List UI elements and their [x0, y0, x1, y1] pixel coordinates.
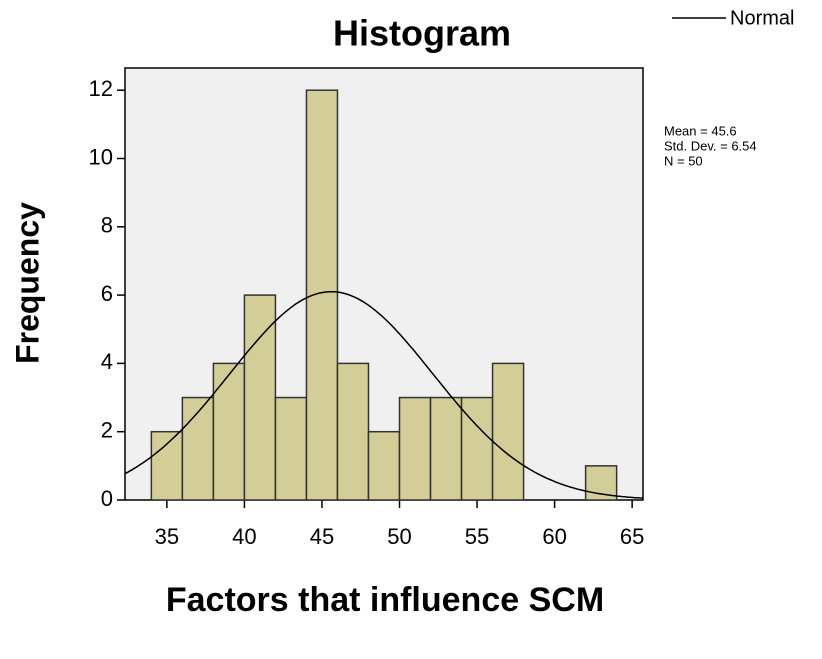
stat-label: Mean = 45.6 — [664, 123, 737, 138]
bar — [336, 362, 370, 501]
x-tick-label: 45 — [310, 524, 334, 549]
bar — [274, 396, 308, 501]
x-tick-label: 60 — [542, 524, 566, 549]
stat-label: N = 50 — [664, 153, 703, 168]
y-tick-label: 4 — [101, 349, 113, 374]
y-tick-label: 2 — [101, 418, 113, 443]
x-tick-label: 40 — [232, 524, 256, 549]
legend-label: Normal — [730, 7, 794, 29]
y-tick-label: 0 — [101, 486, 113, 511]
y-tick-label: 12 — [89, 76, 113, 101]
bar — [491, 362, 525, 501]
normal-curve — [124, 290, 644, 499]
x-tick-label: 55 — [465, 524, 489, 549]
bar — [367, 430, 401, 501]
stat-label: Std. Dev. = 6.54 — [664, 138, 757, 153]
chart-title: Histogram — [333, 13, 511, 54]
x-axis-label: Factors that influence SCM — [165, 581, 605, 619]
x-tick-label: 35 — [155, 524, 179, 549]
y-axis-label: Frequency — [9, 202, 45, 364]
bar — [429, 396, 463, 501]
bar — [212, 362, 246, 501]
bar — [150, 430, 184, 501]
bar — [398, 396, 432, 501]
y-tick-label: 6 — [101, 281, 113, 306]
y-tick-label: 8 — [101, 213, 113, 238]
x-tick-label: 65 — [620, 524, 644, 549]
y-tick-label: 10 — [89, 144, 113, 169]
x-tick-label: 50 — [387, 524, 411, 549]
